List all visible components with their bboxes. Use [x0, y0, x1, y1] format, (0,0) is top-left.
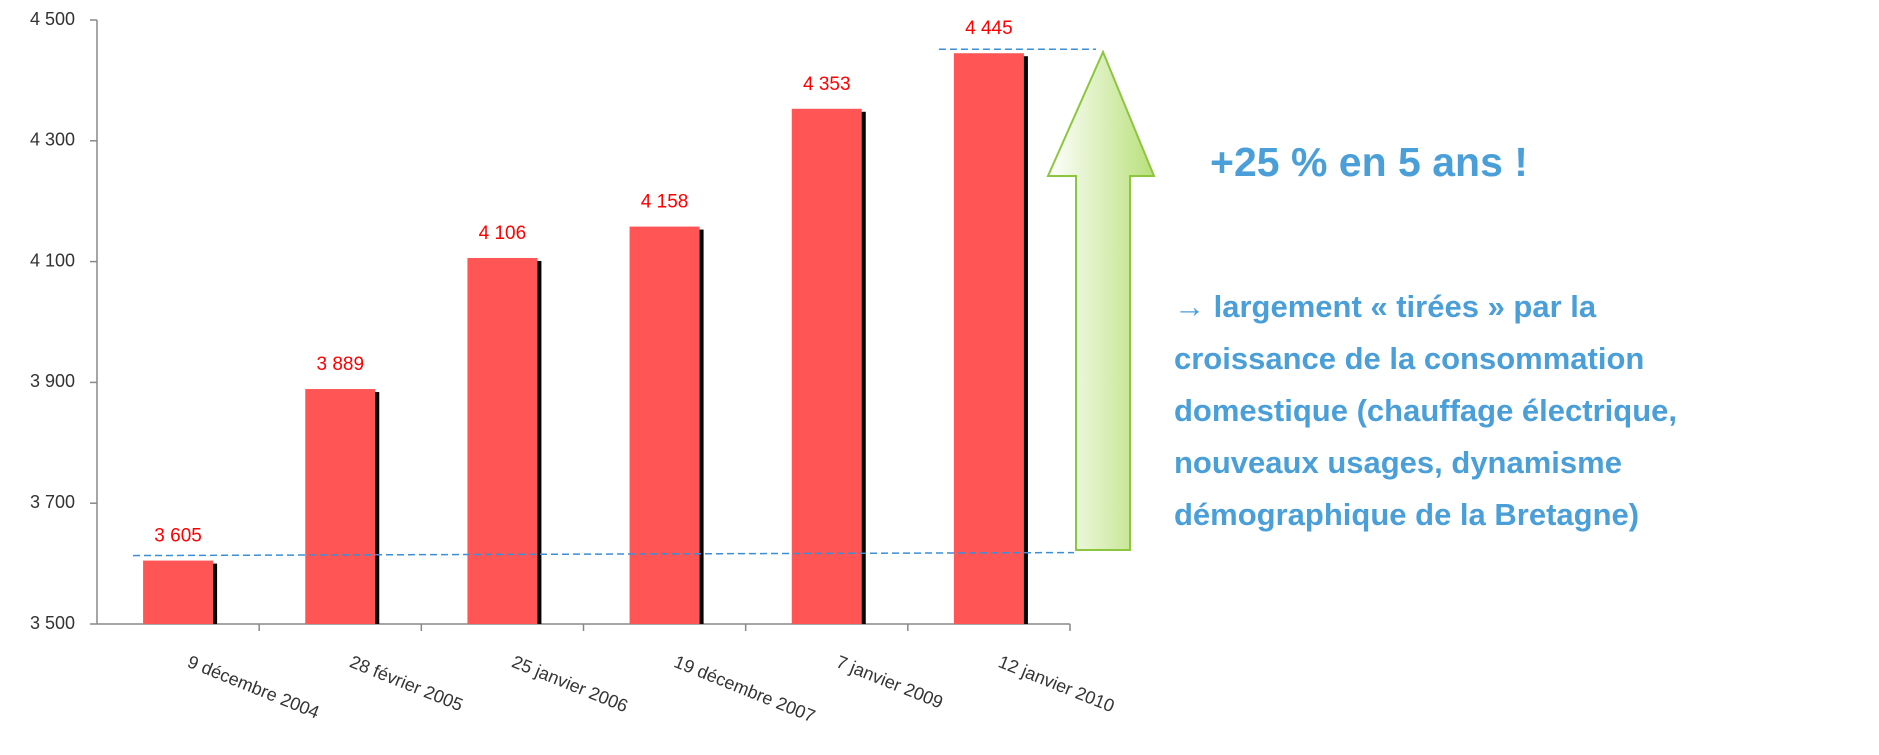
note-line: démographique de la Bretagne) [1174, 497, 1639, 532]
note-line: nouveaux usages, dynamisme [1174, 445, 1622, 480]
data-label: 4 353 [803, 74, 851, 95]
x-tick-label: 12 janvier 2010 [996, 652, 1118, 717]
bar [305, 389, 376, 624]
data-label: 4 106 [479, 223, 527, 244]
note-line: → largement « tirées » par la [1174, 289, 1597, 324]
y-tick-label: 4 500 [30, 9, 75, 29]
y-tick-label: 4 300 [30, 130, 75, 150]
note-text: → largement « tirées » par la croissance … [1174, 289, 1677, 532]
y-tick-label: 3 700 [30, 492, 75, 512]
data-label: 4 158 [641, 192, 689, 213]
y-tick-label: 3 500 [30, 613, 75, 633]
note-line: domestique (chauffage électrique, [1174, 393, 1677, 428]
growth-arrow [1046, 49, 1156, 551]
data-label: 3 605 [154, 526, 202, 547]
bar [143, 560, 214, 624]
note-line: croissance de la consommation [1174, 341, 1644, 376]
data-label: 4 445 [965, 18, 1013, 39]
y-tick-label: 4 100 [30, 250, 75, 270]
x-tick-label: 19 décembre 2007 [671, 652, 818, 727]
x-tick-label: 28 février 2005 [347, 652, 466, 716]
x-tick-label: 9 décembre 2004 [185, 652, 322, 723]
reference-line [132, 551, 1075, 557]
bar [953, 53, 1024, 625]
y-tick-label: 3 900 [30, 371, 75, 391]
bar [629, 226, 700, 624]
bar [791, 108, 862, 624]
x-tick-label: 7 janvier 2009 [833, 652, 945, 713]
headline: +25 % en 5 ans ! [1210, 139, 1528, 185]
x-tick-label: 25 janvier 2006 [509, 652, 631, 717]
bar [467, 257, 538, 624]
data-label: 3 889 [316, 354, 364, 375]
